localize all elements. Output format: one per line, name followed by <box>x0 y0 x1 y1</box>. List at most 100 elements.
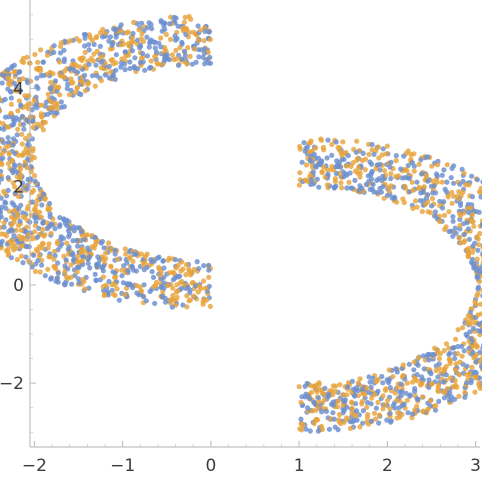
scatter-point <box>380 380 386 386</box>
scatter-point <box>388 418 394 424</box>
scatter-point <box>39 202 45 208</box>
scatter-point <box>99 53 106 59</box>
scatter-point <box>38 196 44 202</box>
scatter-point <box>152 39 158 45</box>
scatter-point <box>42 273 48 279</box>
scatter-point <box>330 383 336 389</box>
scatter-point <box>82 286 88 292</box>
scatter-point <box>160 258 166 264</box>
scatter-point <box>417 198 423 204</box>
scatter-point <box>0 168 4 174</box>
scatter-point <box>457 181 463 187</box>
scatter-point <box>86 80 92 86</box>
scatter-point <box>0 225 1 230</box>
scatter-point <box>175 62 182 68</box>
scatter-point <box>201 278 207 284</box>
scatter-point <box>146 44 152 50</box>
scatter-point <box>465 313 471 319</box>
scatter-point <box>35 257 41 264</box>
scatter-point <box>24 206 30 212</box>
scatter-point <box>15 152 22 158</box>
scatter-point <box>138 288 144 294</box>
scatter-point <box>16 194 22 200</box>
scatter-point <box>470 243 476 249</box>
scatter-point <box>72 90 78 96</box>
scatter-point <box>206 274 212 280</box>
scatter-point <box>24 54 30 60</box>
scatter-point <box>142 67 148 73</box>
scatter-point <box>15 126 21 132</box>
scatter-point <box>191 29 197 35</box>
scatter-point <box>184 293 190 299</box>
scatter-point <box>450 218 456 224</box>
scatter-point <box>355 170 361 176</box>
y-tick-label: 4 <box>13 79 24 99</box>
scatter-point <box>34 83 40 90</box>
scatter-point <box>93 239 99 245</box>
scatter-point <box>165 257 171 263</box>
scatter-point <box>362 167 368 173</box>
scatter-point <box>169 304 175 310</box>
scatter-point <box>32 268 39 275</box>
scatter-point <box>147 288 153 295</box>
scatter-point <box>452 225 458 231</box>
scatter-point <box>367 159 373 165</box>
scatter-point <box>86 285 92 291</box>
scatter-point <box>457 216 463 223</box>
scatter-point <box>14 83 20 89</box>
scatter-point <box>436 361 442 367</box>
scatter-point <box>405 162 411 169</box>
scatter-point <box>126 255 132 261</box>
scatter-point <box>116 297 122 303</box>
scatter-point <box>418 382 424 388</box>
scatter-point <box>414 204 420 210</box>
scatter-point <box>472 389 478 395</box>
scatter-point <box>24 243 30 250</box>
scatter-point <box>340 139 346 145</box>
scatter-point <box>360 408 366 414</box>
scatter-point <box>360 150 366 156</box>
scatter-point <box>28 101 34 107</box>
scatter-point <box>8 89 14 95</box>
scatter-point <box>464 372 470 378</box>
scatter-point <box>5 187 11 193</box>
scatter-point <box>90 58 96 64</box>
scatter-point <box>46 223 53 229</box>
scatter-point <box>394 199 400 205</box>
scatter-point <box>431 183 437 189</box>
scatter-point <box>115 256 121 262</box>
scatter-point <box>71 256 77 262</box>
scatter-point <box>20 214 27 220</box>
scatter-point <box>457 222 463 229</box>
scatter-point <box>47 253 53 260</box>
scatter-point <box>411 151 417 157</box>
scatter-point <box>17 164 23 170</box>
scatter-point <box>51 43 57 49</box>
scatter-point <box>101 245 107 251</box>
scatter-point <box>119 267 125 273</box>
scatter-point <box>474 256 480 262</box>
scatter-point <box>65 246 71 252</box>
scatter-point <box>0 145 3 151</box>
scatter-point <box>106 278 112 285</box>
scatter-point <box>415 362 421 368</box>
scatter-point <box>471 355 477 361</box>
scatter-point <box>31 229 38 235</box>
scatter-point <box>1 139 7 146</box>
scatter-point <box>125 268 131 274</box>
scatter-point <box>82 49 88 55</box>
scatter-point <box>52 84 58 90</box>
scatter-point <box>64 85 70 92</box>
scatter-point <box>343 163 350 169</box>
scatter-point <box>452 355 458 362</box>
scatter-point <box>25 156 31 162</box>
scatter-point <box>419 208 425 215</box>
scatter-point <box>107 34 113 40</box>
scatter-point <box>413 198 419 204</box>
scatter-point <box>24 165 30 171</box>
scatter-point <box>194 259 200 265</box>
scatter-point <box>393 158 399 164</box>
scatter-point <box>474 274 480 280</box>
scatter-point <box>79 258 85 264</box>
scatter-point <box>201 50 207 56</box>
